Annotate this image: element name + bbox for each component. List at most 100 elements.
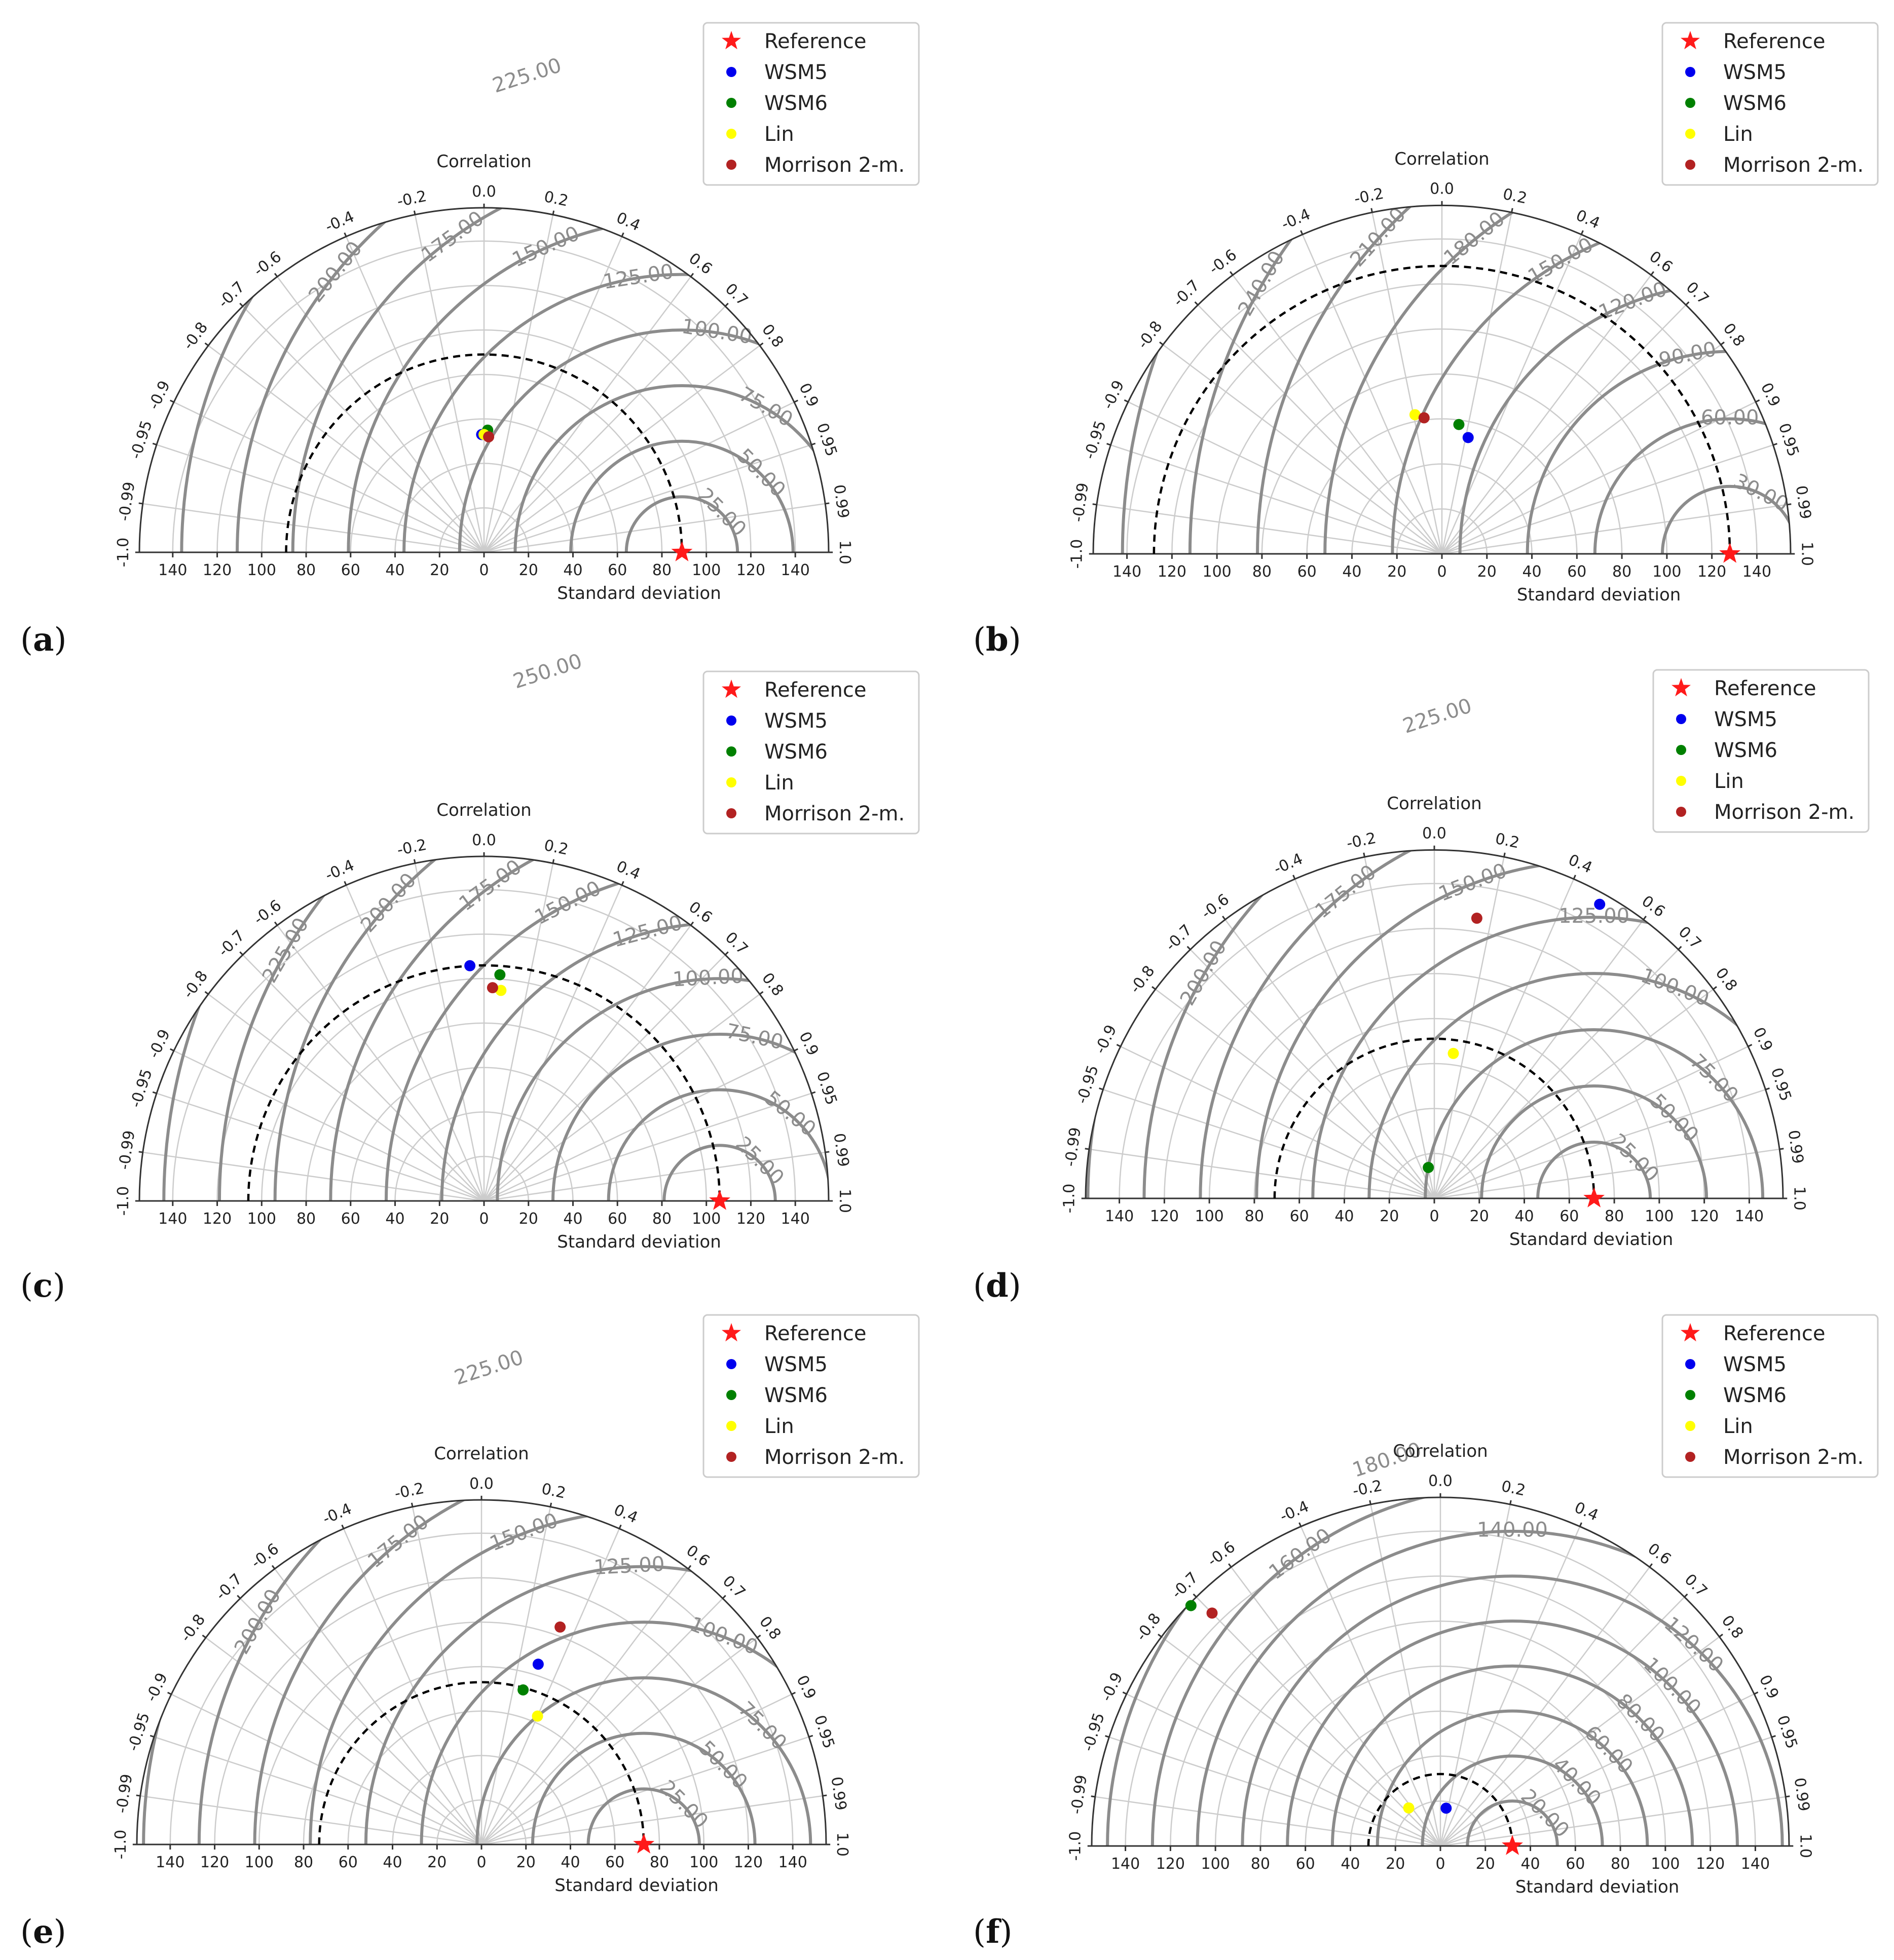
corr-tick <box>552 859 555 864</box>
std-tick-label: 100 <box>245 1854 274 1871</box>
corr-tick <box>1685 301 1690 306</box>
std-tick-label: 20 <box>1386 1855 1405 1873</box>
panel-letter: a <box>32 621 54 659</box>
corr-tick <box>1787 503 1792 506</box>
reference-std-circle <box>1273 1037 1595 1199</box>
corr-tick <box>1228 1563 1232 1568</box>
corr-tick <box>1222 916 1226 920</box>
corr-tick <box>1122 1691 1127 1695</box>
legend-marker <box>726 1359 736 1369</box>
rms-contour <box>607 1088 829 1201</box>
rms-contour <box>1536 1141 1652 1198</box>
point-wsm6 <box>1453 419 1465 430</box>
corr-grid-line <box>343 1528 482 1845</box>
corr-tick-label: -0.99 <box>116 1129 139 1171</box>
corr-tick <box>1230 271 1234 276</box>
rms-contour <box>420 1620 826 1844</box>
panel-label-e: (e) <box>20 1913 66 1951</box>
corr-tick <box>138 502 143 505</box>
std-tick-label: 120 <box>200 1854 229 1871</box>
legend-entry: Reference <box>1714 677 1816 700</box>
panel-letter: f <box>985 1913 1000 1951</box>
point-wsm6 <box>494 969 506 981</box>
panel-label-a: (a) <box>20 621 67 659</box>
corr-tick <box>618 1524 622 1529</box>
rms-contour <box>1480 1084 1709 1198</box>
std-axis-title: Standard deviation <box>554 1875 719 1896</box>
reference-star <box>671 541 693 561</box>
corr-tick <box>1579 1522 1582 1527</box>
reference-std-circle <box>285 354 683 553</box>
corr-grid-line <box>142 503 485 553</box>
corr-tick <box>724 303 729 307</box>
corr-tick-label: -0.95 <box>1073 1063 1102 1106</box>
std-tick-label: 120 <box>736 561 765 579</box>
std-tick-label: 120 <box>1697 563 1726 581</box>
std-tick-label: 140 <box>158 561 187 579</box>
std-tick-label: 0 <box>479 561 489 579</box>
legend-marker <box>1676 776 1686 786</box>
corr-tick <box>1785 1795 1790 1798</box>
corr-grid-line <box>483 214 554 553</box>
panel-letter: d <box>985 1267 1009 1305</box>
corr-tick <box>549 1502 552 1507</box>
rms-label: 150.00 <box>531 877 605 930</box>
corr-grid-line <box>1441 344 1722 554</box>
rms-label: 250.00 <box>510 650 585 694</box>
legend-marker-reference <box>1672 678 1691 697</box>
std-tick-label: 20 <box>1476 1855 1495 1873</box>
corr-tick-label: -0.9 <box>1098 1670 1127 1704</box>
legend: Reference WSM5 WSM6 Lin Morrison 2-m. <box>702 1314 920 1478</box>
corr-tick <box>552 210 555 215</box>
point-morrison-2-m <box>554 1621 566 1633</box>
corr-grid-line <box>1441 212 1512 554</box>
reference-star <box>633 1833 655 1854</box>
std-tick-label: 120 <box>734 1854 763 1871</box>
corr-grid-line <box>481 1795 823 1845</box>
rms-contours <box>180 208 829 552</box>
corr-tick-label: -0.4 <box>323 208 357 236</box>
rms-contours <box>143 1500 826 1844</box>
corr-grid-line <box>242 306 485 553</box>
legend-entry: Morrison 2-m. <box>764 1446 905 1469</box>
corr-tick <box>724 951 729 956</box>
correlation-title: Correlation <box>436 152 531 172</box>
std-tick-label: 40 <box>1334 1208 1354 1225</box>
legend-marker <box>726 67 736 77</box>
panel-letter: b <box>985 621 1009 659</box>
corr-tick <box>413 210 416 215</box>
legend-entry: Lin <box>764 1415 794 1438</box>
corr-tick-label: 0.8 <box>1720 320 1749 350</box>
corr-grid-line <box>156 444 485 553</box>
std-tick-label: 80 <box>652 1210 672 1228</box>
std-tick-label: 140 <box>1112 563 1141 581</box>
std-tick-label: 80 <box>1252 563 1272 581</box>
std-tick-label: 80 <box>296 1210 316 1228</box>
corr-tick <box>344 232 347 237</box>
corr-tick <box>152 442 157 446</box>
corr-tick-label: -0.95 <box>1079 1711 1108 1754</box>
corr-grid-line <box>484 925 691 1201</box>
corr-tick-label: -0.4 <box>323 856 357 884</box>
corr-tick <box>794 1048 798 1051</box>
point-lin <box>1409 409 1421 421</box>
corr-tick-label: -1.0 <box>115 1186 132 1216</box>
corr-tick <box>1765 1087 1770 1090</box>
legend-entry: Morrison 2-m. <box>1723 1446 1864 1469</box>
corr-tick-label: -0.9 <box>142 1670 171 1705</box>
legend-entry: WSM5 <box>764 61 828 84</box>
corr-grid-line <box>208 345 485 553</box>
corr-grid-line <box>205 1637 482 1845</box>
corr-tick <box>825 502 830 505</box>
corr-tick <box>1124 399 1129 403</box>
std-tick-label: 0 <box>1435 1855 1445 1873</box>
corr-grid-line <box>481 1736 809 1845</box>
corr-tick-label: -0.2 <box>393 1480 425 1503</box>
rms-label: 200.00 <box>304 237 367 307</box>
corr-tick-label: -0.99 <box>113 1773 136 1815</box>
corr-tick <box>687 1565 692 1569</box>
corr-grid-line <box>277 925 485 1201</box>
legend-marker <box>1685 1359 1695 1369</box>
corr-tick-label: 0.6 <box>685 249 715 278</box>
legend-frame <box>1661 1314 1879 1478</box>
